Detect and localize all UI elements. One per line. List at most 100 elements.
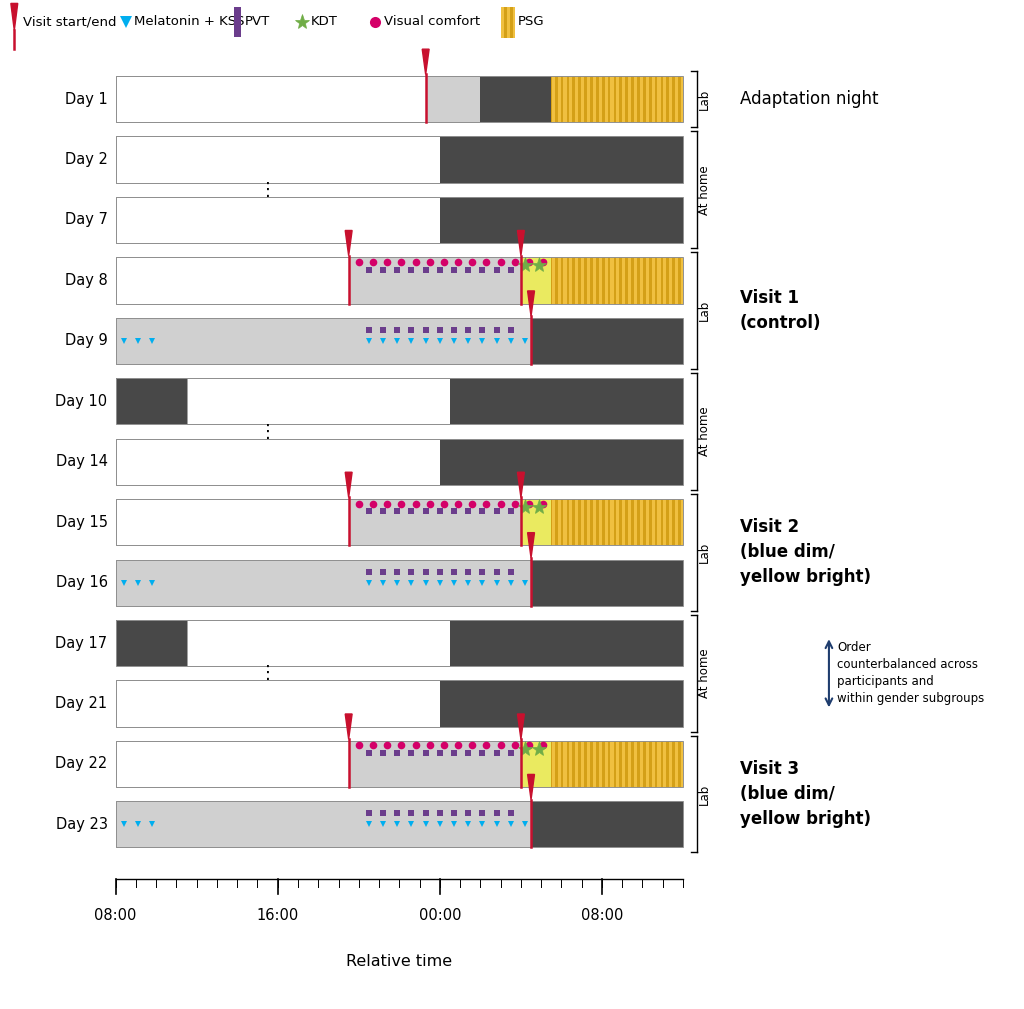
Polygon shape	[345, 714, 352, 740]
Text: Order
counterbalanced across
participants and
within gender subgroups: Order counterbalanced across participant…	[837, 642, 984, 705]
Bar	[640, 499, 643, 545]
Text: PSG: PSG	[518, 15, 545, 28]
Bar	[587, 499, 590, 545]
Bar	[116, 197, 683, 243]
Bar	[664, 741, 667, 787]
Bar	[670, 257, 673, 304]
Bar	[233, 7, 241, 37]
Bar	[651, 499, 654, 545]
Bar	[116, 741, 348, 787]
Text: Day 8: Day 8	[65, 272, 108, 288]
Bar	[116, 136, 440, 183]
Bar	[581, 76, 584, 122]
Bar	[116, 801, 531, 848]
Bar	[593, 76, 596, 122]
Text: Day 10: Day 10	[55, 394, 108, 409]
Bar	[610, 499, 613, 545]
Text: Day 7: Day 7	[65, 213, 108, 227]
Bar	[552, 741, 555, 787]
Polygon shape	[517, 230, 524, 255]
Bar	[507, 6, 510, 38]
Bar	[657, 741, 660, 787]
Bar	[628, 499, 631, 545]
Bar	[116, 499, 683, 545]
Text: 08:00: 08:00	[94, 908, 137, 923]
Bar	[616, 257, 620, 304]
Bar	[575, 257, 579, 304]
Bar	[558, 257, 560, 304]
Bar	[646, 257, 649, 304]
Bar	[563, 499, 566, 545]
Bar	[604, 76, 607, 122]
Polygon shape	[527, 533, 535, 558]
Bar	[569, 741, 572, 787]
Bar	[657, 76, 660, 122]
Bar	[675, 499, 678, 545]
Polygon shape	[345, 472, 352, 497]
Text: Lab: Lab	[697, 300, 711, 321]
Bar	[634, 499, 637, 545]
Polygon shape	[527, 775, 535, 799]
Bar	[569, 499, 572, 545]
Bar	[440, 680, 683, 726]
Bar	[610, 741, 613, 787]
Bar	[670, 76, 673, 122]
Bar	[116, 439, 683, 484]
Bar	[610, 76, 613, 122]
Bar	[558, 76, 560, 122]
Bar	[610, 257, 613, 304]
Text: Visit 2
(blue dim/
yellow bright): Visit 2 (blue dim/ yellow bright)	[739, 519, 870, 586]
Bar	[450, 620, 683, 666]
Bar	[616, 499, 620, 545]
Bar	[116, 680, 683, 726]
Bar	[450, 378, 683, 425]
Polygon shape	[11, 3, 17, 30]
Bar	[551, 257, 683, 304]
Text: Day 9: Day 9	[65, 333, 108, 348]
Bar	[348, 499, 521, 545]
Bar	[670, 499, 673, 545]
Bar	[675, 76, 678, 122]
Bar	[116, 801, 683, 848]
Text: 08:00: 08:00	[581, 908, 624, 923]
Text: Visit 1
(control): Visit 1 (control)	[739, 290, 821, 332]
Bar	[664, 257, 667, 304]
Text: Day 15: Day 15	[55, 515, 108, 530]
Bar	[551, 76, 683, 122]
Text: ⋮: ⋮	[259, 181, 276, 199]
Text: At home: At home	[697, 407, 711, 456]
Bar	[552, 76, 555, 122]
Bar	[599, 257, 602, 304]
Bar	[628, 741, 631, 787]
Bar	[670, 741, 673, 787]
Bar	[623, 499, 626, 545]
Bar	[664, 499, 667, 545]
Bar	[531, 801, 683, 848]
Text: Day 16: Day 16	[55, 575, 108, 590]
Bar	[348, 257, 521, 304]
Text: Day 23: Day 23	[55, 817, 108, 831]
Bar	[587, 76, 590, 122]
Bar	[480, 76, 551, 122]
Polygon shape	[517, 472, 524, 497]
Text: Adaptation night: Adaptation night	[739, 90, 879, 108]
Bar	[116, 318, 531, 364]
Bar	[681, 741, 683, 787]
Bar	[348, 741, 521, 787]
Bar	[116, 136, 683, 183]
Bar	[634, 76, 637, 122]
Bar	[116, 620, 186, 666]
Text: Day 22: Day 22	[55, 757, 108, 772]
Bar	[569, 76, 572, 122]
Text: 00:00: 00:00	[419, 908, 461, 923]
Bar	[440, 197, 683, 243]
Bar	[501, 6, 504, 38]
Bar	[587, 741, 590, 787]
Bar	[628, 257, 631, 304]
Text: Day 21: Day 21	[55, 696, 108, 711]
Text: Day 17: Day 17	[55, 636, 108, 651]
Bar	[116, 318, 683, 364]
Bar	[116, 439, 440, 484]
Text: Visit start/end: Visit start/end	[23, 15, 117, 28]
Bar	[651, 76, 654, 122]
